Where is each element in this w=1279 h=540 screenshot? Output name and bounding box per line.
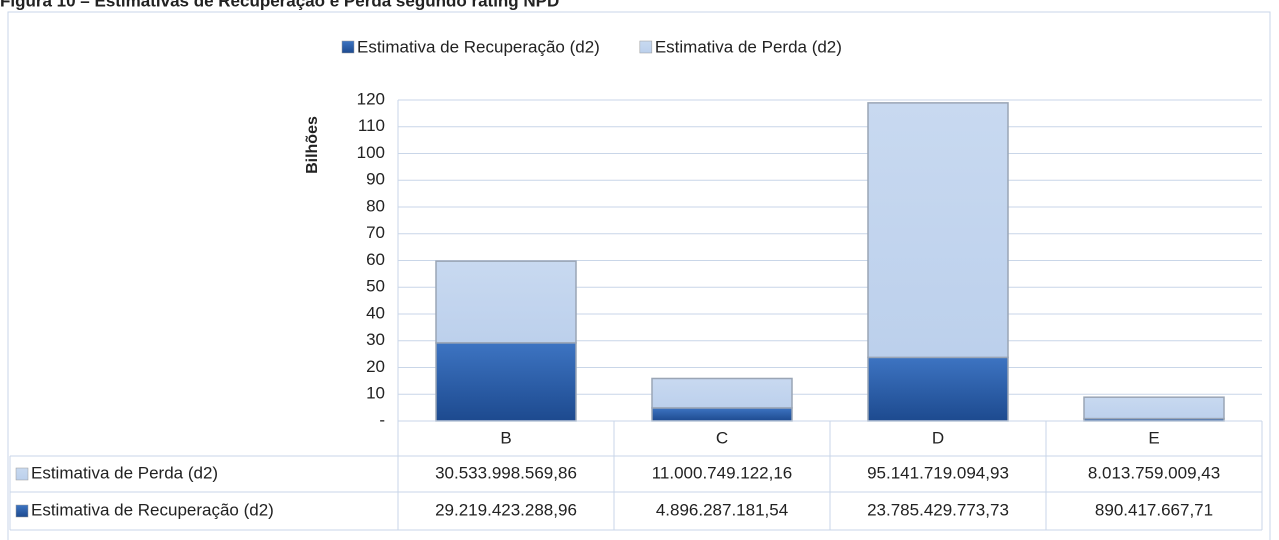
y-tick-label: 100	[357, 143, 385, 162]
table-value: 11.000.749.122,16	[652, 463, 793, 482]
chart-title: Figura 10 – Estimativas de Recuperação e…	[0, 0, 559, 10]
y-tick-label: 120	[357, 89, 385, 108]
table-value: 29.219.423.288,96	[435, 500, 577, 519]
table-swatch	[15, 504, 29, 518]
x-tick-label: C	[716, 428, 728, 447]
x-tick-label: B	[500, 428, 511, 447]
y-tick-label: -	[379, 410, 385, 429]
y-tick-label: 20	[366, 357, 385, 376]
bar	[1083, 396, 1225, 420]
bar	[435, 342, 577, 422]
y-tick-label: 40	[366, 303, 385, 322]
table-row-label: Estimativa de Perda (d2)	[31, 463, 218, 482]
table-value: 23.785.429.773,73	[867, 500, 1009, 519]
legend-label: Estimativa de Perda (d2)	[655, 37, 842, 56]
y-axis-label: Bilhões	[304, 116, 321, 174]
y-tick-label: 70	[366, 223, 385, 242]
bar	[867, 102, 1009, 359]
y-tick-label: 90	[366, 170, 385, 189]
y-tick-label: 80	[366, 196, 385, 215]
bar	[651, 407, 793, 422]
legend-label: Estimativa de Recuperação (d2)	[357, 37, 600, 56]
table-value: 8.013.759.009,43	[1088, 463, 1220, 482]
bar	[867, 356, 1009, 422]
y-tick-label: 60	[366, 250, 385, 269]
y-tick-label: 110	[358, 116, 385, 135]
bar	[435, 260, 577, 344]
table-value: 95.141.719.094,93	[867, 463, 1009, 482]
table-value: 4.896.287.181,54	[656, 500, 788, 519]
x-tick-label: D	[932, 428, 944, 447]
x-tick-label: E	[1148, 428, 1159, 447]
table-value: 890.417.667,71	[1095, 500, 1213, 519]
table-value: 30.533.998.569,86	[435, 463, 577, 482]
table-row-label: Estimativa de Recuperação (d2)	[31, 500, 274, 519]
y-tick-label: 30	[366, 330, 385, 349]
bar	[651, 377, 793, 409]
y-tick-label: 50	[366, 277, 385, 296]
chart-border	[7, 11, 1271, 540]
table-swatch	[15, 467, 29, 481]
y-tick-label: 10	[366, 384, 385, 403]
legend-swatch	[639, 40, 653, 54]
legend-swatch	[341, 40, 355, 54]
